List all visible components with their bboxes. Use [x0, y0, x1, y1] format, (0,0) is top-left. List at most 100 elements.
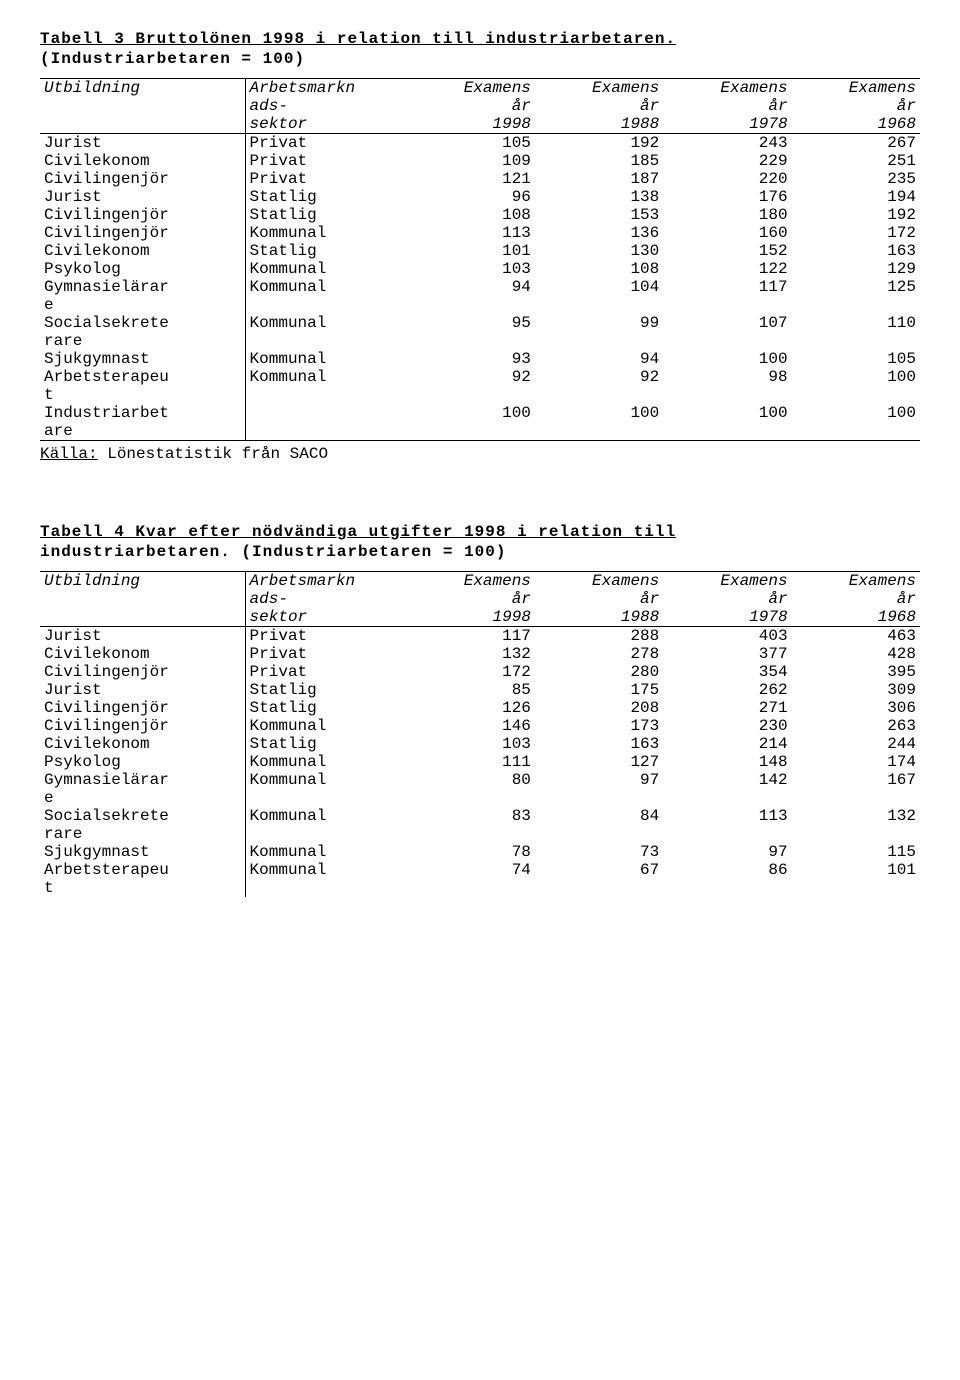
cell-value: 94	[407, 278, 535, 296]
cell-utbildning: Sjukgymnast	[40, 843, 245, 861]
cell-utbildning: Civilingenjör	[40, 206, 245, 224]
cell-sektor: Privat	[245, 645, 407, 663]
t3-h-y2: 1988	[535, 115, 663, 134]
cell-sektor	[245, 404, 407, 422]
t3-h-ar4: år	[792, 97, 920, 115]
table-row: CivilingenjörStatlig126208271306	[40, 699, 920, 717]
t3-h-ex3: Examens	[663, 79, 791, 98]
cell-value: 395	[792, 663, 920, 681]
cell-value: 92	[535, 368, 663, 386]
cell-sektor: Kommunal	[245, 843, 407, 861]
table4-subtitle: industriarbetaren. (Industriarbetaren = …	[40, 543, 920, 561]
t3-h-ar3: år	[663, 97, 791, 115]
cell-value: 271	[663, 699, 791, 717]
table-row: CivilekonomPrivat132278377428	[40, 645, 920, 663]
source-label: Källa:	[40, 445, 98, 463]
cell-sektor: Privat	[245, 134, 407, 153]
cell-sektor: Privat	[245, 152, 407, 170]
t4-h-ar1: år	[407, 590, 535, 608]
cell-value: 93	[407, 350, 535, 368]
table-row-cont: rare	[40, 825, 920, 843]
cell-utbildning-cont: t	[40, 879, 245, 897]
table-row: CivilingenjörPrivat172280354395	[40, 663, 920, 681]
t4-h-y3: 1978	[663, 608, 791, 627]
cell-utbildning: Industriarbet	[40, 404, 245, 422]
cell-value: 84	[535, 807, 663, 825]
table-row: ArbetsterapeuKommunal929298100	[40, 368, 920, 386]
table-row: CivilingenjörKommunal113136160172	[40, 224, 920, 242]
t4-h-utbildning: Utbildning	[40, 572, 245, 591]
cell-value: 251	[792, 152, 920, 170]
cell-sektor: Kommunal	[245, 278, 407, 296]
cell-value: 86	[663, 861, 791, 879]
cell-sektor: Statlig	[245, 242, 407, 260]
cell-value: 85	[407, 681, 535, 699]
cell-value: 109	[407, 152, 535, 170]
cell-value: 288	[535, 627, 663, 646]
cell-utbildning: Arbetsterapeu	[40, 368, 245, 386]
cell-value: 163	[792, 242, 920, 260]
cell-value: 73	[535, 843, 663, 861]
cell-sektor: Statlig	[245, 188, 407, 206]
cell-value: 403	[663, 627, 791, 646]
cell-sektor: Statlig	[245, 699, 407, 717]
cell-value: 78	[407, 843, 535, 861]
cell-utbildning: Socialsekrete	[40, 807, 245, 825]
cell-value: 220	[663, 170, 791, 188]
cell-sektor: Statlig	[245, 681, 407, 699]
cell-value: 100	[535, 404, 663, 422]
t4-h-sektor-b: ads-	[245, 590, 407, 608]
cell-sektor: Statlig	[245, 735, 407, 753]
table-row: JuristPrivat117288403463	[40, 627, 920, 646]
cell-sektor: Kommunal	[245, 224, 407, 242]
cell-value: 103	[407, 735, 535, 753]
cell-value: 117	[407, 627, 535, 646]
cell-value: 146	[407, 717, 535, 735]
t4-h-y2: 1988	[535, 608, 663, 627]
cell-sektor: Statlig	[245, 206, 407, 224]
t4-h-ex3: Examens	[663, 572, 791, 591]
cell-value: 97	[663, 843, 791, 861]
cell-value: 101	[407, 242, 535, 260]
cell-value: 113	[407, 224, 535, 242]
cell-sektor: Kommunal	[245, 314, 407, 332]
cell-value: 108	[407, 206, 535, 224]
table-row-cont: t	[40, 386, 920, 404]
cell-value: 148	[663, 753, 791, 771]
cell-value: 243	[663, 134, 791, 153]
t3-h-sektor-a: Arbetsmarkn	[245, 79, 407, 98]
t3-h-ex2: Examens	[535, 79, 663, 98]
cell-value: 115	[792, 843, 920, 861]
cell-value: 97	[535, 771, 663, 789]
table-row-cont: rare	[40, 332, 920, 350]
cell-value: 138	[535, 188, 663, 206]
cell-utbildning: Civilekonom	[40, 735, 245, 753]
cell-value: 463	[792, 627, 920, 646]
table-row-cont: e	[40, 296, 920, 314]
cell-value: 95	[407, 314, 535, 332]
cell-utbildning: Psykolog	[40, 260, 245, 278]
table-row: CivilekonomStatlig103163214244	[40, 735, 920, 753]
cell-utbildning: Civilekonom	[40, 152, 245, 170]
table-row: JuristStatlig85175262309	[40, 681, 920, 699]
cell-value: 132	[792, 807, 920, 825]
table-row: SocialsekreteKommunal9599107110	[40, 314, 920, 332]
cell-value: 235	[792, 170, 920, 188]
table3: Utbildning Arbetsmarkn Examens Examens E…	[40, 78, 920, 441]
cell-sektor: Kommunal	[245, 350, 407, 368]
table4: Utbildning Arbetsmarkn Examens Examens E…	[40, 571, 920, 897]
cell-value: 172	[792, 224, 920, 242]
cell-value: 103	[407, 260, 535, 278]
cell-utbildning: Sjukgymnast	[40, 350, 245, 368]
cell-value: 74	[407, 861, 535, 879]
cell-utbildning: Socialsekrete	[40, 314, 245, 332]
cell-value: 100	[663, 350, 791, 368]
cell-value: 214	[663, 735, 791, 753]
cell-value: 122	[663, 260, 791, 278]
cell-value: 94	[535, 350, 663, 368]
cell-utbildning-cont: e	[40, 789, 245, 807]
cell-sektor: Kommunal	[245, 807, 407, 825]
cell-utbildning-cont: rare	[40, 332, 245, 350]
cell-utbildning: Civilingenjör	[40, 170, 245, 188]
cell-value: 263	[792, 717, 920, 735]
